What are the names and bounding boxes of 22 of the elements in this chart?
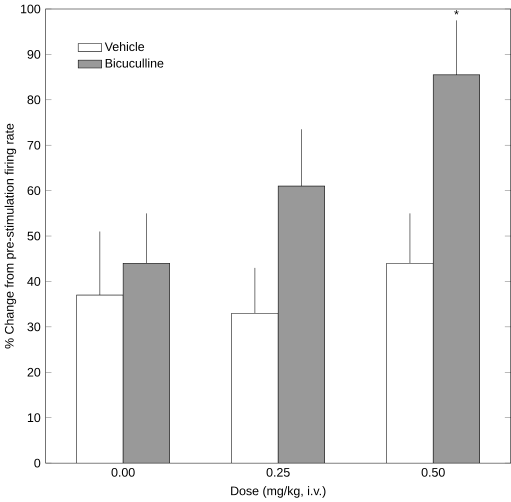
bar xyxy=(122,262,170,463)
y-tick-label: 10 xyxy=(28,413,40,422)
y-tick-label: 0 xyxy=(34,458,40,468)
y-tick-label: 100 xyxy=(21,4,40,14)
x-axis-title: Dose (mg/kg, i.v.) xyxy=(231,486,326,498)
y-tick-label: 40 xyxy=(27,276,40,286)
y-tick-label: 70 xyxy=(28,140,40,150)
x-tick-label: 0.25 xyxy=(266,468,290,477)
x-tick-label: 0.00 xyxy=(112,468,135,477)
y-tick-label: 80 xyxy=(28,95,40,104)
bar xyxy=(432,74,480,463)
y-tick-label: 30 xyxy=(27,322,40,332)
x-tick-label: 0.50 xyxy=(422,468,445,477)
annotation: * xyxy=(454,10,459,14)
legend-label: Bicuculline xyxy=(106,58,164,68)
y-tick-label: 50 xyxy=(27,232,40,240)
y-axis-title: % Change from pre-stimulation firing rate xyxy=(4,124,16,348)
legend-label: Vehicle xyxy=(104,42,144,51)
bar xyxy=(278,186,325,463)
y-tick-label: 90 xyxy=(28,50,40,59)
y-tick-label: 20 xyxy=(28,368,40,377)
y-tick-label: 60 xyxy=(28,186,40,195)
